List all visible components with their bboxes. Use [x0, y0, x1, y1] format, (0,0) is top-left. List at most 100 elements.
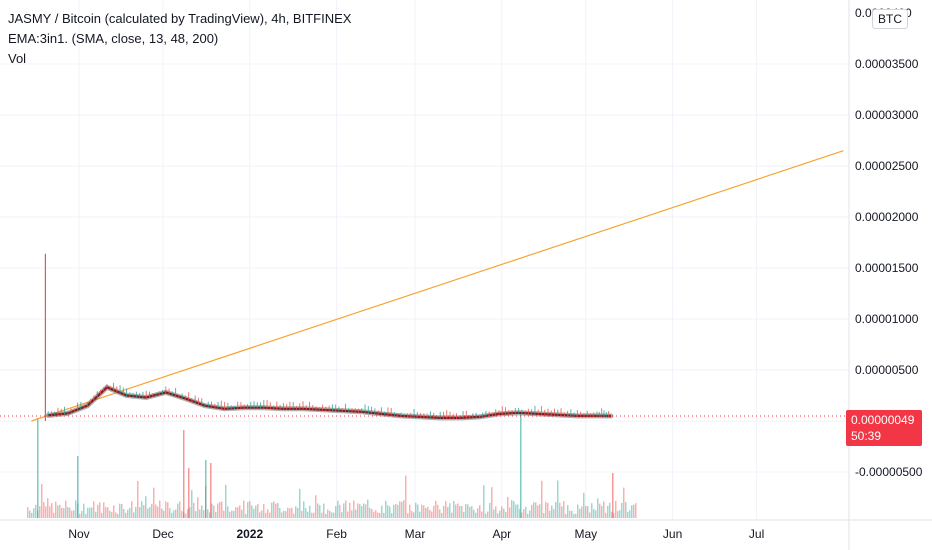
volume-bar: [173, 510, 175, 518]
volume-bar: [101, 512, 103, 518]
volume-bar: [565, 513, 567, 518]
volume-bar: [27, 507, 29, 518]
volume-bar: [203, 510, 205, 518]
indicator-label[interactable]: EMA:3in1. (SMA, close, 13, 48, 200): [8, 31, 219, 46]
volume-bar: [97, 504, 99, 518]
volume-bar: [621, 503, 623, 518]
volume-label[interactable]: Vol: [8, 51, 27, 66]
volume-bar: [251, 505, 253, 518]
volume-bar: [633, 504, 635, 518]
volume-bar: [187, 509, 189, 518]
volume-bar: [247, 502, 249, 518]
volume-bar: [193, 502, 195, 518]
volume-bar: [617, 511, 619, 518]
volume-bar: [171, 512, 173, 518]
volume-bar: [397, 504, 399, 518]
price-axis[interactable]: 0.00000500 0.00001000 0.00001500 0.00002000…: [855, 6, 923, 479]
volume-bar: [299, 488, 301, 518]
volume-bar: [453, 500, 455, 518]
volume-bar: [385, 500, 387, 518]
volume-bar: [39, 506, 41, 518]
volume-bar: [149, 506, 151, 518]
volume-bar: [237, 507, 239, 518]
volume-bar: [579, 508, 581, 518]
volume-bar: [127, 509, 129, 518]
volume-bar: [563, 501, 565, 518]
volume-bar: [241, 509, 243, 518]
volume-bar: [515, 504, 517, 518]
volume-bar: [383, 512, 385, 518]
volume-bar: [601, 505, 603, 518]
volume-bar: [627, 511, 629, 518]
volume-bar: [105, 507, 107, 518]
volume-bar: [343, 503, 345, 518]
volume-bar: [297, 507, 299, 518]
volume-bar: [351, 510, 353, 518]
volume-bar: [319, 505, 321, 518]
volume-bar: [53, 512, 55, 518]
volume-bar: [231, 510, 233, 518]
volume-bar: [612, 473, 614, 518]
volume-bar: [253, 508, 255, 518]
volume-bar: [339, 504, 341, 518]
trendline-segment: [31, 150, 844, 422]
volume-bar: [223, 510, 225, 518]
volume-bar: [553, 509, 555, 518]
volume-bar: [75, 500, 77, 518]
time-tick-label: Feb: [326, 527, 347, 541]
volume-bar: [611, 511, 613, 518]
volume-bar: [373, 511, 375, 518]
volume-bar: [361, 506, 363, 518]
volume-bar: [607, 505, 609, 518]
volume-bar: [629, 510, 631, 518]
volume-bar: [151, 503, 153, 518]
volume-bar: [285, 511, 287, 518]
volume-bar: [631, 505, 633, 518]
volume-bar: [401, 501, 403, 518]
price-tick-label: 0.00003000: [855, 108, 919, 122]
time-tick-label: Mar: [405, 527, 426, 541]
volume-bar: [417, 504, 419, 518]
price-tick-label: 0.00003500: [855, 57, 919, 71]
volume-bar: [29, 510, 31, 518]
currency-badge[interactable]: BTC: [872, 9, 908, 29]
volume-bar: [293, 513, 295, 518]
volume-bar: [323, 503, 325, 518]
volume-bar: [205, 460, 207, 518]
trendline[interactable]: [31, 150, 844, 422]
symbol-title[interactable]: JASMY / Bitcoin (calculated by TradingVi…: [8, 11, 352, 26]
volume-bar: [201, 505, 203, 518]
time-axis[interactable]: Nov Dec 2022 Feb Mar Apr May Jun Jul: [68, 527, 764, 541]
volume-bar: [391, 513, 393, 518]
volume-bar: [371, 508, 373, 518]
volume-bar: [481, 511, 483, 518]
volume-bar: [479, 505, 481, 518]
volume-bar: [145, 496, 147, 518]
volume-bar: [85, 513, 87, 518]
volume-bar: [79, 513, 81, 518]
volume-bar: [117, 513, 119, 518]
volume-bar: [41, 484, 43, 518]
price-tick-label: 0.00002000: [855, 210, 919, 224]
price-tick-label: 0.00001000: [855, 312, 919, 326]
volume-bar: [619, 510, 621, 518]
volume-bar: [525, 506, 527, 518]
volume-bar: [375, 510, 377, 518]
volume-bar: [291, 507, 293, 518]
volume-bar: [133, 512, 135, 518]
last-price-value: 0.00000049: [851, 413, 915, 427]
volume-bar: [147, 508, 149, 518]
volume-bar: [179, 501, 181, 518]
volume-bar: [441, 513, 443, 518]
volume-bar: [517, 504, 519, 518]
volume-bar: [363, 503, 365, 518]
volume-bar: [209, 512, 211, 518]
volume-bar: [77, 456, 79, 518]
volume-bar: [389, 506, 391, 518]
volume-bar: [599, 503, 601, 518]
volume-bar: [57, 505, 59, 518]
volume-bar: [73, 510, 75, 518]
volume-bar: [623, 487, 625, 518]
volume-bar: [153, 487, 155, 518]
